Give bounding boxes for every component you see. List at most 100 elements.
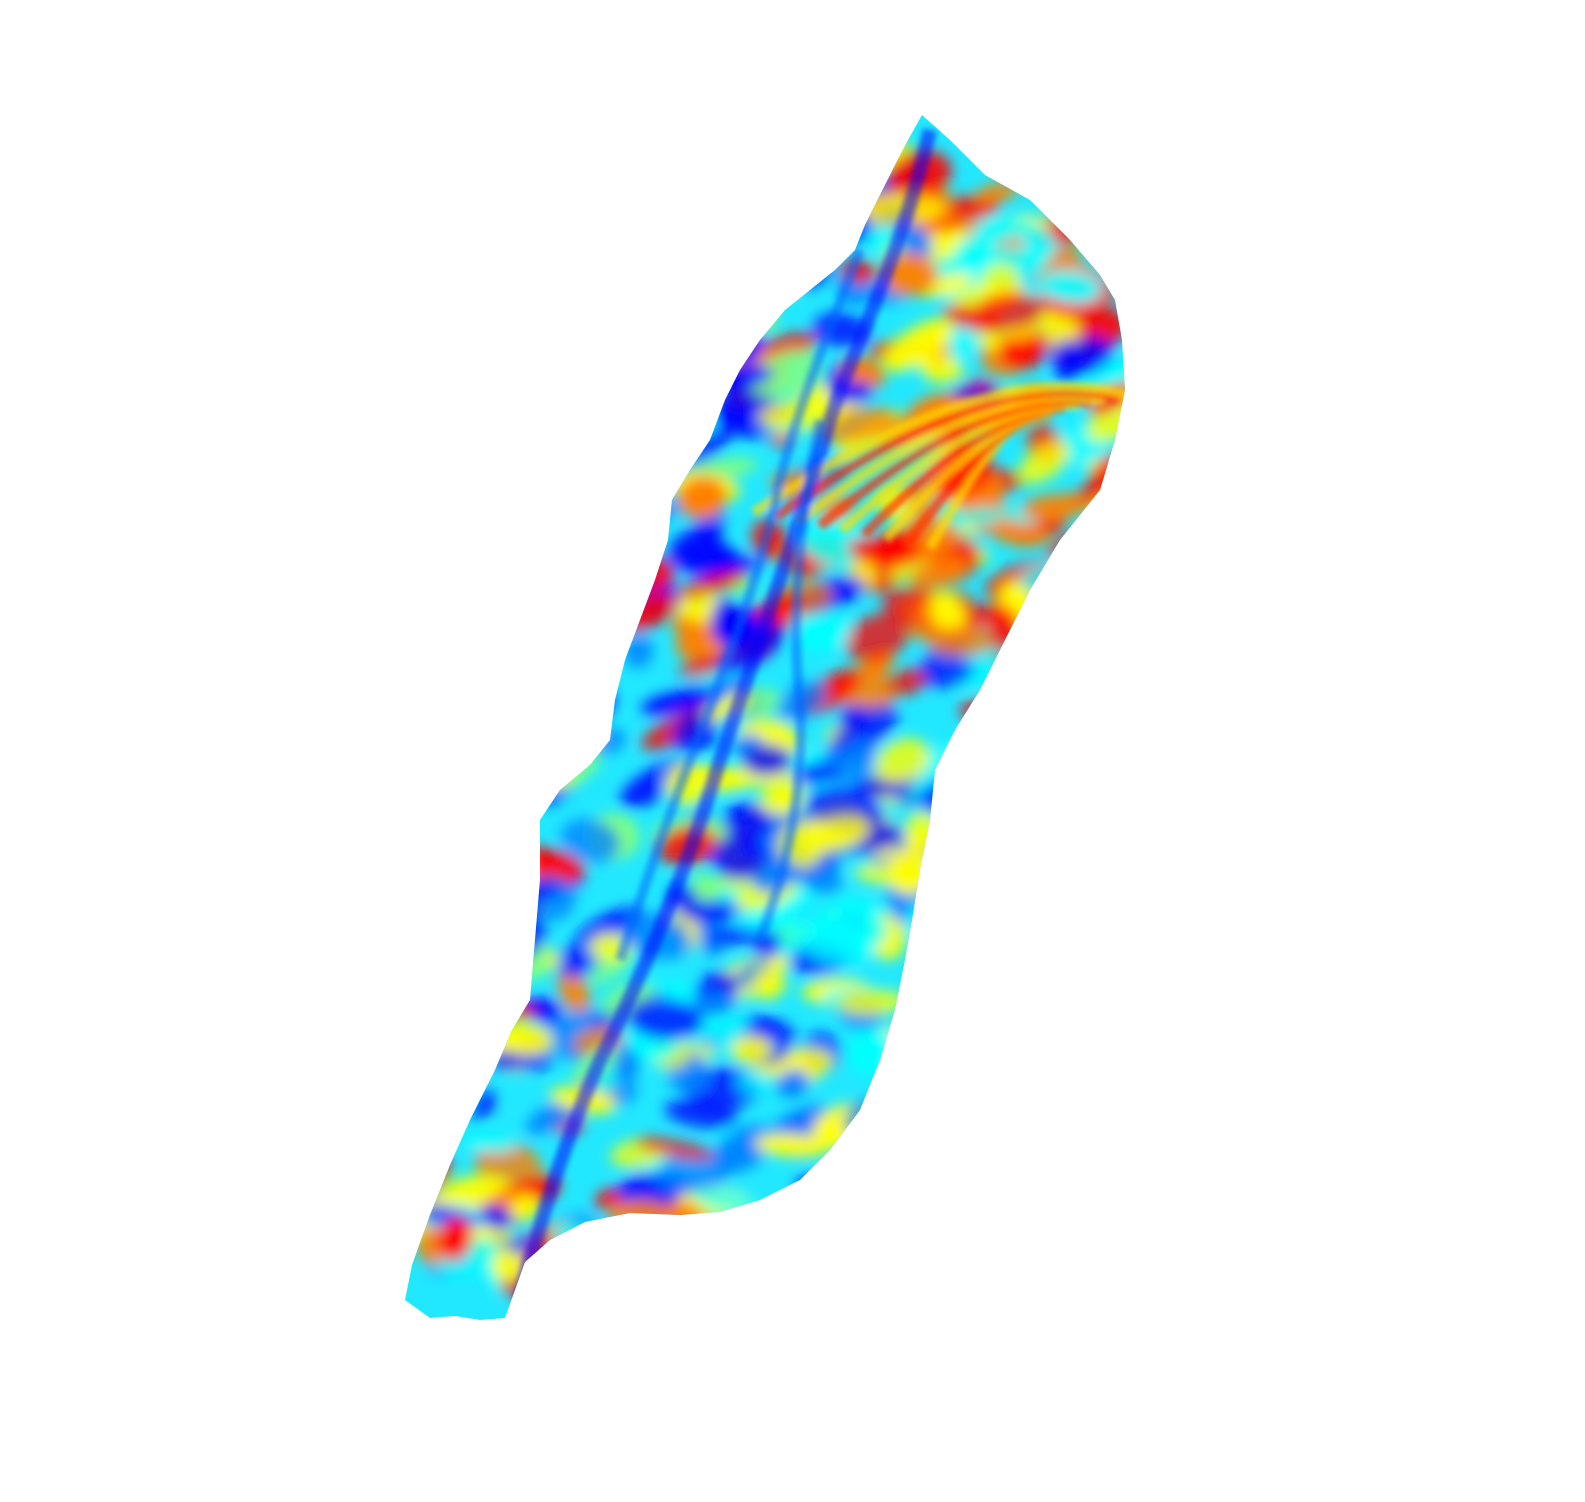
field-blob <box>405 1211 422 1241</box>
field-blob <box>664 1098 738 1129</box>
field-blob <box>788 174 852 215</box>
field-blob <box>883 318 954 372</box>
field-blob <box>491 1249 524 1282</box>
field-blob <box>557 968 591 1015</box>
field-blob <box>562 1286 604 1320</box>
field-blob <box>768 198 803 224</box>
field-blob <box>797 815 871 854</box>
field-blob <box>680 899 741 924</box>
field-blob <box>606 393 648 439</box>
field-blob <box>405 1150 410 1196</box>
field-blob <box>815 143 872 185</box>
field-blob <box>356 1208 402 1263</box>
field-blob <box>405 1017 445 1056</box>
field-blob <box>829 705 898 758</box>
field-blob <box>649 392 680 422</box>
field-blob <box>966 758 1037 792</box>
field-blob <box>991 520 1050 547</box>
field-blob <box>844 613 910 663</box>
field-blob <box>405 1049 435 1071</box>
field-blob <box>656 344 726 377</box>
field-blob <box>836 989 908 1016</box>
field-blob <box>973 292 1044 331</box>
field-blob <box>957 507 1006 525</box>
field-blob <box>578 1229 620 1274</box>
field-blob <box>747 277 801 301</box>
field-blob <box>723 802 772 842</box>
field-blob <box>675 571 748 599</box>
field-blob <box>982 743 1017 774</box>
field-blob <box>685 1241 755 1264</box>
field-blob <box>712 1124 774 1174</box>
field-blob <box>527 716 601 751</box>
field-blob <box>471 890 544 929</box>
field-blob <box>764 212 801 235</box>
field-blob <box>930 591 966 637</box>
field-blob <box>946 800 984 848</box>
surface-fold-ridge <box>615 248 865 962</box>
field-blob <box>959 698 1029 725</box>
field-blob <box>433 1062 484 1086</box>
field-blob <box>408 913 455 948</box>
field-blob <box>405 1019 448 1067</box>
field-blob <box>575 907 642 945</box>
field-blob <box>667 525 724 570</box>
field-blob <box>708 927 758 946</box>
field-blob <box>817 1172 850 1201</box>
field-blob <box>483 905 515 924</box>
field-blob <box>909 558 969 589</box>
field-blob <box>1038 270 1102 304</box>
field-blob <box>545 689 615 740</box>
field-blob <box>656 1147 731 1197</box>
field-blob <box>586 540 629 584</box>
field-blob <box>1021 677 1079 723</box>
field-blob <box>1018 441 1071 484</box>
field-blob <box>758 204 821 234</box>
field-blob <box>777 164 839 209</box>
field-blob <box>637 420 673 463</box>
field-blob <box>801 866 843 894</box>
field-blob <box>500 749 531 784</box>
field-blob <box>764 233 827 262</box>
field-blob <box>456 824 521 869</box>
field-blob <box>787 172 863 215</box>
field-blob <box>415 1009 457 1042</box>
field-blob <box>812 905 887 951</box>
field-blob <box>510 1194 541 1221</box>
field-blob <box>752 968 783 1001</box>
field-blob <box>405 1066 414 1112</box>
field-blob <box>531 688 609 721</box>
field-blob <box>755 1133 830 1158</box>
field-blob <box>471 927 505 965</box>
field-blob <box>560 818 621 863</box>
field-blob <box>791 608 849 653</box>
field-blob <box>648 404 703 445</box>
field-blob <box>1020 494 1089 521</box>
field-blob <box>805 185 845 215</box>
field-blob <box>679 655 727 678</box>
field-blob <box>405 1139 421 1157</box>
field-blob <box>554 944 598 978</box>
field-blob <box>919 355 964 384</box>
field-blob <box>409 924 484 964</box>
field-blob <box>693 991 737 1016</box>
field-blob <box>975 738 1055 774</box>
field-blob <box>641 690 710 715</box>
field-blob <box>480 792 542 817</box>
field-blob <box>886 667 930 696</box>
field-blob <box>636 422 685 467</box>
field-blob <box>476 899 541 937</box>
field-blob <box>714 271 777 303</box>
field-blob <box>479 1205 513 1229</box>
field-blob <box>804 1177 834 1205</box>
field-blob <box>929 841 978 872</box>
field-blob <box>480 850 531 896</box>
field-blob <box>814 166 869 209</box>
field-blob <box>823 744 876 768</box>
field-blob <box>980 770 1011 801</box>
field-arc <box>773 386 1120 522</box>
field-blob <box>514 667 583 713</box>
field-blob <box>682 283 762 317</box>
field-blob <box>944 783 1017 826</box>
